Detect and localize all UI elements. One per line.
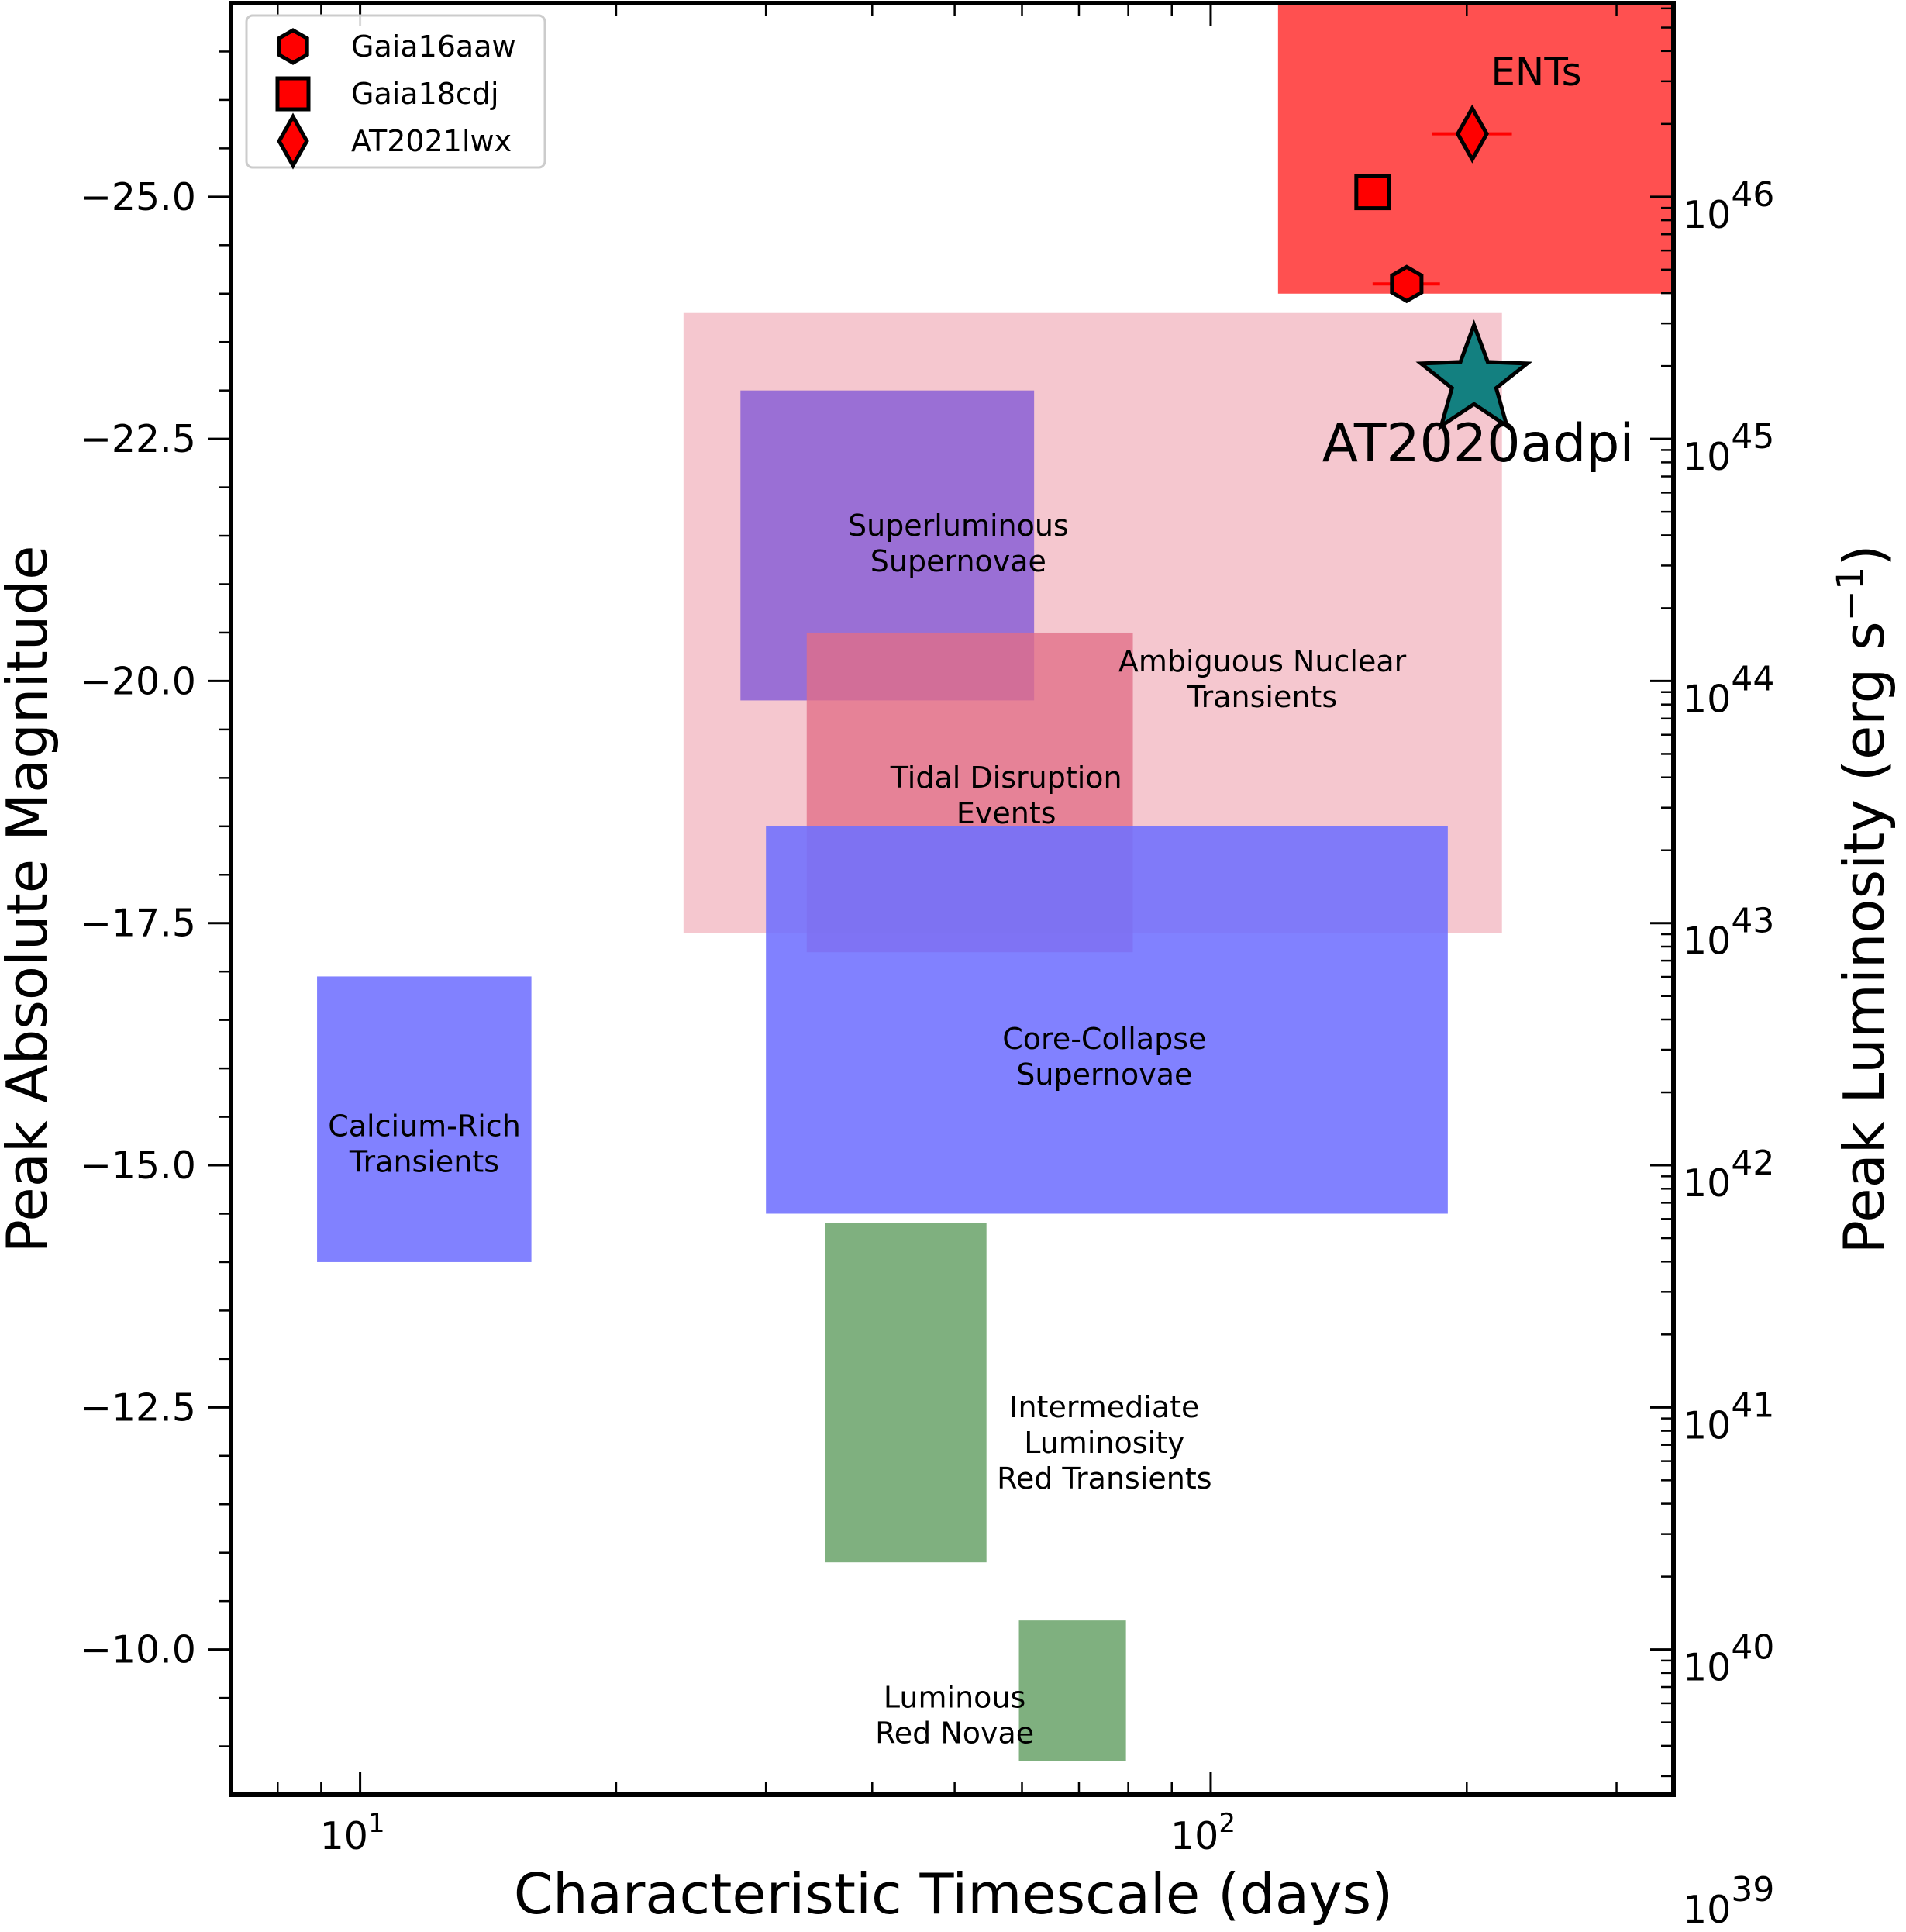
region-label-layer: Ambiguous Nuclear TransientsSuperluminous… <box>328 509 1406 1751</box>
region-label-line: Red Transients <box>997 1461 1211 1496</box>
y2-tick-base: 10 <box>1683 1646 1731 1690</box>
y2-tick-label: 1040 <box>1683 1628 1774 1690</box>
x-tick-base: 10 <box>1170 1814 1218 1858</box>
y2-axis-label-main: Peak Luminosity (erg s <box>1832 621 1897 1254</box>
region-label-4: Core-Collapse Supernovae <box>1002 1022 1206 1092</box>
y2-tick-exp: 39 <box>1731 1870 1774 1910</box>
y2-tick-label: 1041 <box>1683 1385 1774 1447</box>
plot-frame <box>229 1 1676 1797</box>
region-label-line: Ambiguous Nuclear <box>1118 644 1407 678</box>
y2-tick-exp: 42 <box>1731 1144 1774 1183</box>
legend: Gaia16aaw Gaia18cdj AT2021lwx <box>245 14 546 170</box>
target-annotation: AT2020adpi <box>1322 413 1635 474</box>
region-label-3: Tidal Disruption Events <box>890 761 1122 830</box>
y2-tick-base: 10 <box>1683 677 1731 721</box>
region-intermediate-luminosity-red-transients <box>825 1223 987 1563</box>
y2-tick-exp: 46 <box>1731 175 1774 215</box>
axes-layer: 101 102−25.0−22.5−20.0−17.5−15.0−12.5−10.… <box>80 1 1774 1932</box>
point-at2020adpi <box>1415 319 1533 431</box>
y2-tick-base: 10 <box>1683 1161 1731 1206</box>
y2-tick-label: 1044 <box>1683 659 1774 721</box>
region-label-line: Red Novae <box>875 1716 1034 1751</box>
y2-tick-exp: 40 <box>1731 1628 1774 1668</box>
x-tick-exp: 1 <box>368 1808 385 1839</box>
region-label-2: Superluminous Supernovae <box>848 509 1069 578</box>
y2-tick-label: 1042 <box>1683 1144 1774 1206</box>
region-label-line: Events <box>956 796 1056 830</box>
y-tick-label: −25.0 <box>80 175 196 219</box>
region-label-1: Ambiguous Nuclear Transients <box>1118 644 1407 714</box>
y2-tick-base: 10 <box>1683 1403 1731 1447</box>
y2-tick-label: 1039 <box>1683 1870 1774 1932</box>
y-axis-label: Peak Absolute Magnitude <box>0 546 60 1254</box>
y-tick-label: −17.5 <box>80 902 196 946</box>
y2-tick-label: 1045 <box>1683 417 1774 479</box>
region-label-line: Calcium-Rich <box>328 1109 521 1144</box>
y2-tick-base: 10 <box>1683 919 1731 964</box>
y2-axis-label-close: ) <box>1832 544 1897 566</box>
legend-label: AT2021lwx <box>351 124 512 158</box>
x-tick-base: 10 <box>320 1814 368 1858</box>
ents-annotation: ENTs <box>1491 50 1581 95</box>
y2-tick-base: 10 <box>1683 435 1731 479</box>
region-layer <box>317 3 1673 1761</box>
y2-tick-base: 10 <box>1683 193 1731 237</box>
y2-tick-label: 1046 <box>1683 175 1774 237</box>
region-label-line: Transients <box>1187 680 1337 714</box>
y2-tick-exp: 45 <box>1731 417 1774 457</box>
y-tick-label: −15.0 <box>80 1144 196 1188</box>
region-label-6: Intermediate Luminosity Red Transients <box>997 1390 1211 1496</box>
y2-tick-exp: 43 <box>1731 902 1774 941</box>
region-label-line: Superluminous <box>848 509 1069 543</box>
y-tick-label: −20.0 <box>80 659 196 703</box>
point-at2021lwx <box>1455 104 1489 164</box>
y2-axis-label-exp: −1 <box>1829 567 1873 622</box>
region-label-line: Supernovae <box>870 544 1046 578</box>
region-label-line: Core-Collapse <box>1002 1022 1206 1056</box>
y-tick-label: −22.5 <box>80 417 196 461</box>
x-tick-label: 101 <box>320 1808 385 1858</box>
region-label-5: Calcium-Rich Transients <box>328 1109 521 1179</box>
region-label-7: Luminous Red Novae <box>875 1681 1034 1751</box>
point-gaia18cdj <box>1354 174 1391 211</box>
region-calcium-rich-transients <box>317 976 532 1262</box>
legend-marker <box>275 76 311 112</box>
region-label-line: Luminosity <box>1024 1426 1184 1460</box>
legend-label: Gaia16aaw <box>351 29 516 64</box>
y2-tick-exp: 41 <box>1731 1385 1774 1425</box>
marker-layer <box>1354 104 1533 431</box>
y2-tick-exp: 44 <box>1731 659 1774 699</box>
point-gaia16aaw <box>1390 264 1424 304</box>
region-core-collapse-supernovae <box>766 826 1448 1214</box>
region-label-line: Luminous <box>884 1681 1025 1715</box>
legend-marker <box>277 112 309 170</box>
legend-label: Gaia18cdj <box>351 77 499 111</box>
region-label-line: Tidal Disruption <box>890 761 1122 795</box>
legend-box <box>245 14 546 169</box>
legend-marker <box>277 28 309 65</box>
region-label-line: Intermediate <box>1009 1390 1199 1424</box>
y-tick-label: −12.5 <box>80 1385 196 1430</box>
x-tick-exp: 2 <box>1218 1808 1236 1839</box>
y2-axis-label: Peak Luminosity (erg s−1) <box>1829 544 1897 1254</box>
region-luminous-red-novae <box>1018 1620 1126 1761</box>
y-tick-label: −10.0 <box>80 1628 196 1672</box>
region-label-line: Transients <box>349 1145 499 1179</box>
y2-tick-label: 1043 <box>1683 902 1774 964</box>
region-label-line: Supernovae <box>1016 1057 1192 1092</box>
y2-tick-base: 10 <box>1683 1888 1731 1932</box>
x-tick-label: 102 <box>1170 1808 1236 1858</box>
x-axis-label: Characteristic Timescale (days) <box>514 1861 1393 1927</box>
